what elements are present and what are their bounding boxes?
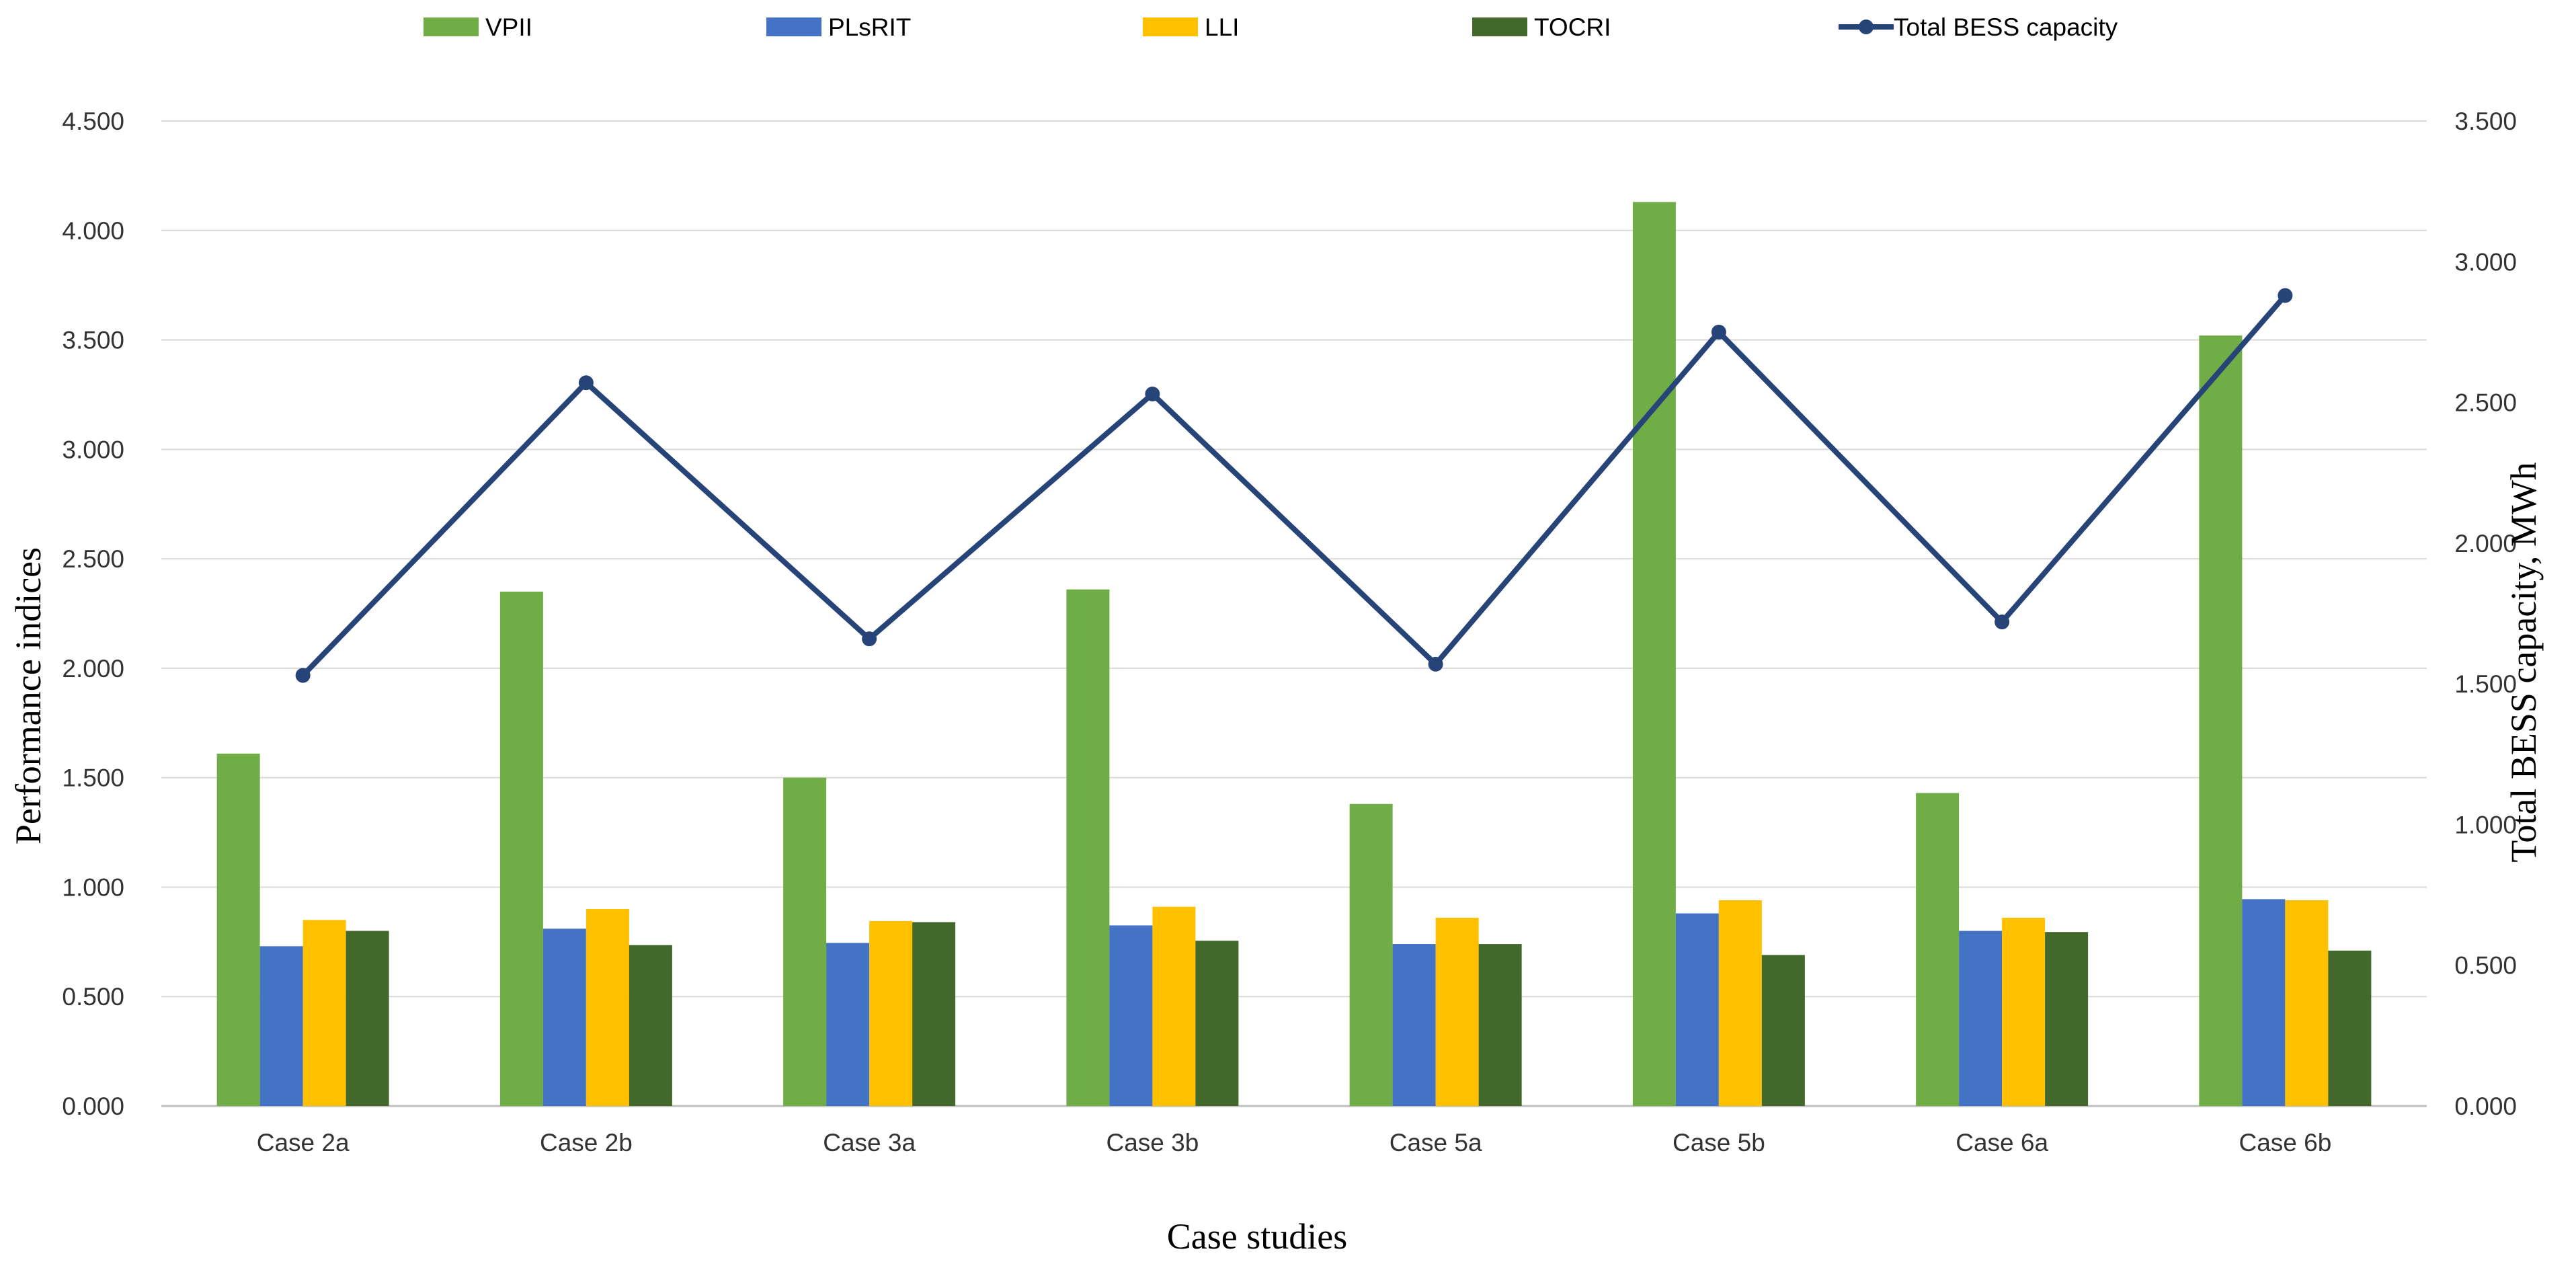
x-tick-label: Case 5a xyxy=(1390,1129,1482,1156)
bar-plsrit-case-2a xyxy=(259,946,303,1106)
x-axis-ticks: Case 2a Case 2b Case 3a Case 3b Case 5a Case … xyxy=(257,1129,2332,1156)
x-tick-label: Case 5b xyxy=(1673,1129,1765,1156)
legend-swatch-tocri xyxy=(1472,17,1527,36)
y-tick-label: 1.500 xyxy=(62,764,124,792)
bar-vpii-case-6a xyxy=(1916,793,1960,1106)
bar-tocri-case-2b xyxy=(629,945,672,1106)
x-tick-label: Case 2a xyxy=(257,1129,350,1156)
y-axis-title: Performance indices xyxy=(8,547,48,844)
bar-plsrit-case-5a xyxy=(1392,944,1436,1106)
y2-tick-label: 2.000 xyxy=(2454,530,2517,557)
y2-tick-label: 2.500 xyxy=(2454,389,2517,417)
legend-swatch-vpii xyxy=(424,17,479,36)
bar-tocri-case-5a xyxy=(1478,944,1522,1106)
y-tick-label: 0.000 xyxy=(62,1093,124,1120)
bar-plsrit-case-6b xyxy=(2242,899,2286,1106)
bess-point xyxy=(862,631,877,647)
y2-axis-title: Total BESS capacity, MWh xyxy=(2503,462,2544,863)
bar-plsrit-case-2b xyxy=(542,929,586,1106)
bar-vpii-case-3a xyxy=(783,777,827,1106)
legend-swatch-bess-marker xyxy=(1859,19,1874,34)
bar-lli-case-3a xyxy=(869,920,913,1106)
y-tick-label: 3.000 xyxy=(62,436,124,463)
bar-tocri-case-6b xyxy=(2328,950,2372,1106)
bar-vpii-case-2a xyxy=(216,753,260,1106)
bar-vpii-case-2b xyxy=(499,591,543,1106)
bar-plsrit-case-3a xyxy=(826,943,870,1106)
right-axis-ticks: 0.000 0.500 1.000 1.500 2.000 2.500 3.000 3.500 xyxy=(2454,108,2517,1120)
bess-line xyxy=(300,293,2288,678)
bar-vpii-case-6b xyxy=(2199,335,2243,1106)
y2-tick-label: 1.500 xyxy=(2454,670,2517,698)
x-tick-label: Case 3b xyxy=(1106,1129,1199,1156)
bar-tocri-case-2a xyxy=(346,931,389,1106)
y-tick-label: 3.500 xyxy=(62,327,124,354)
y2-tick-label: 3.500 xyxy=(2454,108,2517,135)
legend-label: Total BESS capacity xyxy=(1894,13,2118,41)
bar-vpii-case-3b xyxy=(1066,589,1110,1106)
legend: VPII PLsRIT LLI TOCRI Total BESS capacity xyxy=(424,13,2118,41)
bess-point xyxy=(578,375,594,391)
bar-lli-case-3b xyxy=(1152,906,1196,1106)
y2-tick-label: 3.000 xyxy=(2454,248,2517,276)
bar-lli-case-2b xyxy=(586,909,629,1106)
bar-vpii-case-5b xyxy=(1632,202,1676,1106)
legend-label: PLsRIT xyxy=(828,13,911,41)
bess-point xyxy=(1995,615,2010,630)
y-tick-label: 4.000 xyxy=(62,217,124,245)
bar-lli-case-6a xyxy=(2002,918,2046,1106)
bar-tocri-case-3b xyxy=(1195,941,1239,1106)
bar-plsrit-case-5b xyxy=(1675,913,1719,1106)
bess-point xyxy=(1428,656,1443,672)
bar-plsrit-case-3b xyxy=(1109,925,1153,1106)
y2-tick-label: 1.000 xyxy=(2454,811,2517,838)
legend-swatch-lli xyxy=(1143,17,1198,36)
bar-lli-case-6b xyxy=(2285,900,2329,1106)
bess-point xyxy=(1145,387,1160,402)
x-tick-label: Case 6a xyxy=(1956,1129,2048,1156)
bar-lli-case-5a xyxy=(1435,918,1479,1106)
x-axis-title: Case studies xyxy=(1167,1216,1347,1257)
y-tick-label: 2.500 xyxy=(62,545,124,573)
legend-label: TOCRI xyxy=(1534,13,1611,41)
y-tick-label: 2.000 xyxy=(62,655,124,682)
bess-point xyxy=(295,668,311,683)
bar-plsrit-case-6a xyxy=(1959,931,2003,1106)
bar-tocri-case-3a xyxy=(912,922,956,1106)
legend-label: LLI xyxy=(1205,13,1239,41)
x-tick-label: Case 6b xyxy=(2239,1129,2331,1156)
y2-tick-label: 0.000 xyxy=(2454,1093,2517,1120)
bar-lli-case-2a xyxy=(303,920,346,1106)
y-tick-label: 4.500 xyxy=(62,108,124,135)
y2-tick-label: 0.500 xyxy=(2454,952,2517,980)
y-tick-label: 0.500 xyxy=(62,983,124,1011)
legend-label: VPII xyxy=(485,13,532,41)
x-tick-label: Case 3a xyxy=(823,1129,916,1156)
bars xyxy=(216,202,2372,1106)
bar-tocri-case-6a xyxy=(2045,932,2089,1106)
bess-point xyxy=(1711,324,1726,340)
bar-tocri-case-5b xyxy=(1761,955,1805,1106)
x-tick-label: Case 2b xyxy=(540,1129,633,1156)
bess-line-series xyxy=(295,288,2293,683)
left-axis-ticks: 0.000 0.500 1.000 1.500 2.000 2.500 3.000 3.500… xyxy=(62,108,124,1120)
bar-lli-case-5b xyxy=(1718,900,1762,1106)
bar-vpii-case-5a xyxy=(1349,803,1393,1106)
y-tick-label: 1.000 xyxy=(62,873,124,901)
bess-point xyxy=(2278,288,2293,303)
legend-swatch-plsrit xyxy=(766,17,821,36)
